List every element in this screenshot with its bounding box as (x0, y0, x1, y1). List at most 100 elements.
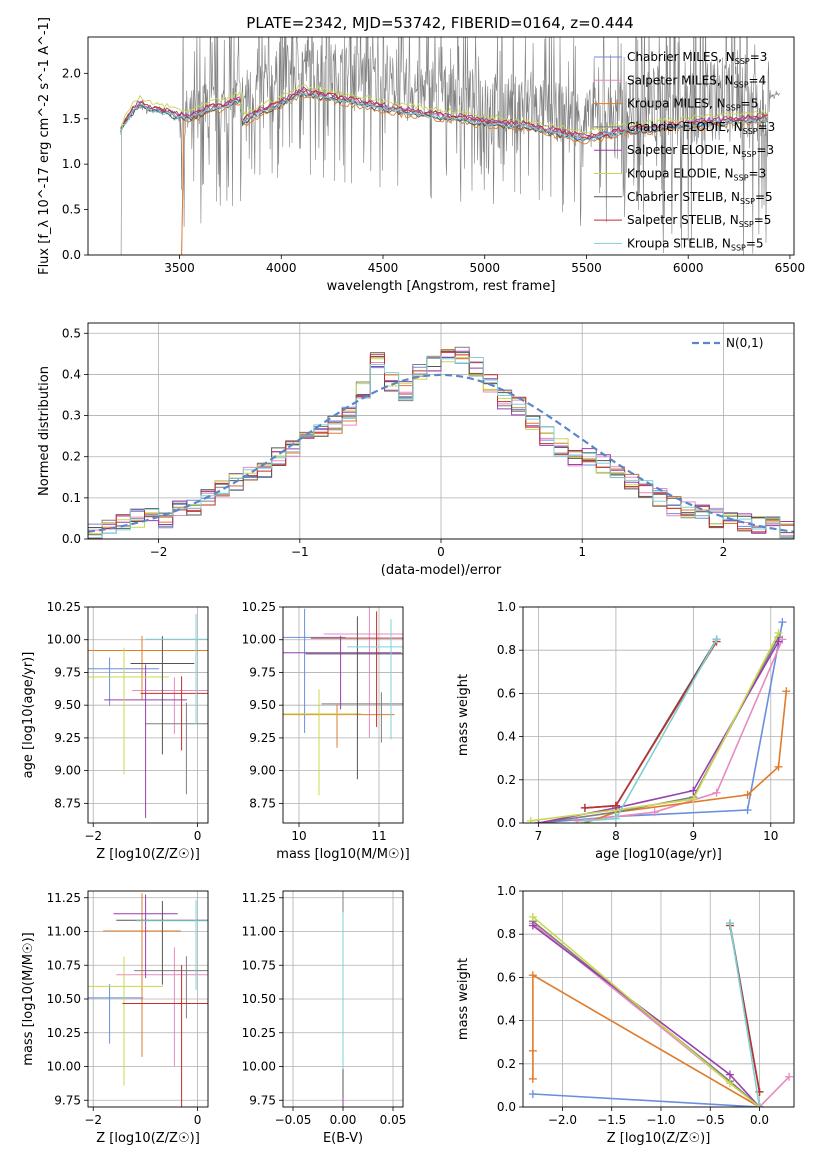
y-tick-label: 0.4 (62, 367, 81, 381)
y-tick-label: 0.3 (62, 409, 81, 423)
mass-weight-line (532, 922, 790, 1107)
axes-age-vs-mass: 10 11 8.75 9.00 9.25 9.50 9.75 10.00 10.25 mass [… (242, 600, 410, 862)
y-tick-label: 0.8 (497, 927, 516, 941)
x-tick-label: −1 (291, 545, 309, 559)
normal-curve (88, 373, 794, 533)
y-tick-label: 1.5 (62, 112, 81, 126)
y-tick-label: 10.00 (242, 1060, 276, 1074)
y-tick-label: 10.25 (47, 600, 81, 614)
y-tick-label: 9.50 (249, 698, 276, 712)
axes-mass-vs-Z: −2 0 9.75 10.00 10.25 10.50 10.75 11.00 11.25 Z [… (21, 890, 209, 1146)
axes-frame (282, 890, 404, 1108)
mass-weight-line (532, 1093, 760, 1107)
x-axis-label: (data-model)/error (381, 563, 502, 578)
x-tick-label: 5000 (469, 261, 500, 275)
axes-massweight-vs-age: 7 8 9 10 0.0 0.2 0.4 0.6 0.8 1.0 age [log10(age/yr… (456, 600, 795, 862)
x-tick-label: 6000 (673, 261, 704, 275)
axes-frame (87, 36, 795, 256)
y-tick-label: 10.75 (47, 958, 81, 972)
x-tick-label: −2.0 (548, 1113, 577, 1127)
y-tick-label: 0.6 (497, 970, 516, 984)
mass-weight-line (530, 632, 780, 822)
plot-area-residuals (88, 346, 794, 539)
plot-area-massweight-vs-age (526, 618, 791, 823)
x-tick-label: 10 (291, 829, 306, 843)
y-tick-label: 11.25 (47, 891, 81, 905)
y-tick-label: 2.0 (62, 66, 81, 80)
legend-label: Salpeter ELODIE, NSSP=3 (627, 143, 774, 159)
legend-label: Chabrier MILES, NSSP=3 (627, 50, 767, 66)
axes-frame (87, 890, 209, 1108)
x-tick-label: 0 (437, 545, 445, 559)
x-tick-label: 0 (194, 829, 202, 843)
y-tick-label: 0.4 (497, 1014, 516, 1028)
plot-area-mass-vs-Z (88, 893, 208, 1107)
plot-area-age-vs-mass (283, 607, 403, 796)
plot-area-spectrum (120, 37, 780, 255)
axes-spectrum: 3500 4000 4500 5000 5500 6000 6500 0.0 0.5 1.0 1.5… (37, 17, 805, 294)
y-tick-label: 10.25 (242, 1026, 276, 1040)
x-tick-label: −0.05 (275, 1113, 312, 1127)
x-tick-label: 3500 (164, 261, 195, 275)
x-tick-label: −0.5 (696, 1113, 725, 1127)
y-tick-label: 0.1 (62, 491, 81, 505)
y-tick-label: 9.75 (249, 665, 276, 679)
legend-label: Salpeter MILES, NSSP=4 (627, 73, 766, 89)
y-tick-label: 0.2 (497, 1057, 516, 1071)
x-tick-label: −1.0 (646, 1113, 675, 1127)
y-tick-label: 10.00 (47, 633, 81, 647)
plot-area-age-vs-Z (88, 613, 208, 818)
figure-title: PLATE=2342, MJD=53742, FIBERID=0164, z=0… (246, 14, 633, 32)
y-axis-label: Normed distribution (37, 366, 52, 496)
y-tick-label: 9.00 (249, 764, 276, 778)
x-axis-label: age [log10(age/yr)] (595, 847, 722, 862)
y-tick-label: 1.0 (497, 884, 516, 898)
y-tick-label: 0.0 (62, 532, 81, 546)
y-tick-label: 0.0 (497, 816, 516, 830)
y-tick-label: 0.5 (62, 326, 81, 340)
model-spectrum-line (120, 84, 768, 135)
y-tick-label: 1.0 (497, 600, 516, 614)
axes-frame (282, 606, 404, 824)
y-axis-label: mass weight (456, 958, 471, 1040)
x-tick-label: 4000 (266, 261, 297, 275)
x-axis-label: E(B-V) (323, 1131, 363, 1146)
axes-massweight-vs-Z: −2.0 −1.5 −1.0 −0.5 0.0 0.0 0.2 0.4 0.6 0.8 1.0 Z [… (456, 884, 795, 1146)
axes-frame (87, 322, 795, 540)
y-tick-label: 10.00 (242, 633, 276, 647)
x-axis-label: mass [log10(M/M☉)] (276, 847, 409, 862)
y-tick-label: 0.5 (62, 203, 81, 217)
x-tick-label: 0.05 (380, 1113, 407, 1127)
y-axis-label: Flux [f_λ 10^-17 erg cm^-2 s^-1 A^-1] (37, 17, 52, 275)
y-tick-label: 8.75 (249, 796, 276, 810)
y-tick-label: 9.50 (54, 698, 81, 712)
y-axis-label: mass [log10(M/M☉)] (21, 932, 36, 1065)
y-tick-label: 9.75 (54, 1093, 81, 1107)
y-tick-label: 11.00 (242, 925, 276, 939)
mass-weight-line (729, 923, 761, 1107)
y-tick-label: 0.2 (497, 773, 516, 787)
x-tick-label: 0 (194, 1113, 202, 1127)
x-tick-label: 0.0 (750, 1113, 769, 1127)
legend-label: N(0,1) (726, 336, 763, 350)
axes-mass-vs-EBV: −0.05 0.00 0.05 9.75 10.00 10.25 10.50 10.75 11.… (242, 890, 407, 1146)
y-axis-label: mass weight (456, 674, 471, 756)
axes-age-vs-Z: −2 0 8.75 9.00 9.25 9.50 9.75 10.00 10.25 Z [log1… (21, 600, 209, 862)
y-tick-label: 1.0 (62, 157, 81, 171)
y-tick-label: 10.00 (47, 1060, 81, 1074)
y-tick-label: 0.2 (62, 450, 81, 464)
legend-label: Kroupa STELIB, NSSP=5 (627, 236, 764, 252)
y-tick-label: 0.0 (497, 1100, 516, 1114)
model-spectrum-line (120, 91, 768, 141)
x-tick-label: −2 (150, 545, 168, 559)
x-tick-label: −1.5 (597, 1113, 626, 1127)
y-tick-label: 0.0 (62, 248, 81, 262)
y-tick-label: 9.00 (54, 764, 81, 778)
y-tick-label: 10.25 (47, 1026, 81, 1040)
axes-frame (522, 890, 795, 1108)
legend-label: Salpeter STELIB, NSSP=5 (627, 213, 771, 229)
legend: Chabrier MILES, NSSP=3 Salpeter MILES, NS… (594, 50, 775, 252)
x-axis-label: wavelength [Angstrom, rest frame] (327, 279, 556, 294)
x-tick-label: 1 (578, 545, 586, 559)
